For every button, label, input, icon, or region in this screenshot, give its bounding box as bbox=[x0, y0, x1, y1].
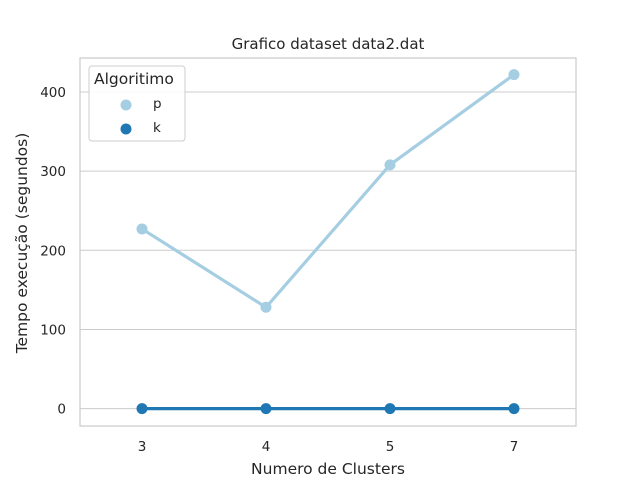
plot-frame bbox=[79, 57, 577, 427]
y-tick-label: 400 bbox=[40, 85, 66, 101]
x-axis-label: Numero de Clusters bbox=[251, 460, 405, 478]
data-point-k bbox=[136, 403, 148, 415]
y-tick-label: 100 bbox=[40, 322, 66, 338]
y-tick-label: 300 bbox=[40, 164, 66, 180]
series-p bbox=[136, 69, 520, 313]
legend-label-p: p bbox=[153, 96, 162, 112]
x-tick-labels: 3 4 5 7 bbox=[138, 439, 519, 455]
x-tick-label: 3 bbox=[138, 439, 147, 455]
y-tick-labels: 0 100 200 300 400 bbox=[40, 85, 66, 418]
data-point-p bbox=[260, 301, 272, 313]
series-layer bbox=[136, 69, 520, 415]
y-axis-label: Tempo execução (segundos) bbox=[13, 133, 31, 355]
legend: Algoritimo p k bbox=[88, 65, 186, 142]
legend-marker-p bbox=[120, 99, 132, 111]
chart-title: Grafico dataset data2.dat bbox=[232, 35, 425, 53]
series-line-p bbox=[141, 73, 515, 309]
data-point-p bbox=[384, 159, 396, 171]
series-k bbox=[136, 403, 520, 415]
data-point-k bbox=[508, 403, 520, 415]
legend-title: Algoritimo bbox=[94, 70, 174, 88]
data-point-p bbox=[508, 69, 520, 81]
x-tick-label: 5 bbox=[386, 439, 395, 455]
legend-marker-k bbox=[120, 123, 132, 135]
data-point-k bbox=[260, 403, 272, 415]
legend-box bbox=[88, 65, 186, 142]
data-point-p bbox=[136, 223, 148, 235]
x-tick-label: 4 bbox=[262, 439, 271, 455]
legend-label-k: k bbox=[153, 120, 161, 136]
y-tick-label: 200 bbox=[40, 243, 66, 259]
x-tick-label: 7 bbox=[510, 439, 519, 455]
y-tick-label: 0 bbox=[57, 402, 66, 418]
data-point-k bbox=[384, 403, 396, 415]
